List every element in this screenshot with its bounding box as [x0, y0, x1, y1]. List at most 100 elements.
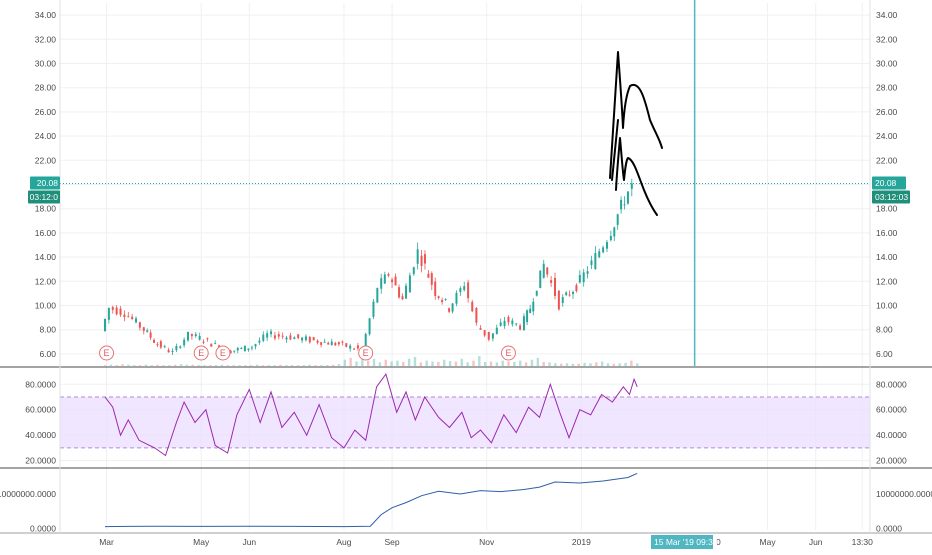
candle-body	[546, 267, 549, 275]
axis-tick-label: 28.00	[35, 83, 57, 93]
candle-body	[557, 290, 560, 310]
volume-bar	[595, 362, 598, 366]
candle-body	[423, 254, 426, 264]
volume-bar	[326, 365, 329, 366]
candle-body	[565, 292, 568, 296]
candle-body	[270, 331, 273, 335]
volume-bar	[565, 363, 569, 366]
candle-body	[349, 345, 352, 349]
volume-bar	[144, 364, 148, 366]
price-tag-left-bg	[30, 176, 60, 190]
axis-tick-label: 6.00	[39, 349, 56, 359]
volume-bar	[156, 364, 159, 366]
volume-bar	[378, 362, 382, 366]
volume-bar	[571, 363, 575, 366]
hand-drawing[interactable]	[609, 51, 663, 216]
candle-body	[383, 274, 386, 284]
volume-bar	[530, 359, 534, 366]
axis-tick-label: 8.00	[876, 325, 893, 335]
volume-bar	[501, 360, 504, 366]
volume-bar	[209, 365, 212, 366]
volume-bar	[308, 364, 311, 366]
volume-bar	[542, 361, 545, 366]
earnings-marker-circle	[215, 345, 231, 361]
volume-bar	[495, 362, 499, 366]
candle-body	[250, 347, 253, 349]
earnings-marker-circle	[99, 345, 115, 361]
candle-body	[131, 316, 134, 319]
candle-body	[308, 337, 311, 343]
volume-bar	[331, 364, 335, 366]
candle-body	[568, 294, 571, 296]
earnings-marker[interactable]: E	[193, 345, 209, 361]
axis-tick-label: 0.0000	[30, 523, 56, 533]
candle-body	[262, 334, 265, 341]
candle-body	[572, 291, 574, 295]
candle-body	[511, 320, 514, 325]
volume-bar	[244, 365, 247, 366]
volume-bar	[448, 361, 452, 366]
candle-body	[247, 348, 250, 350]
earnings-marker[interactable]: E	[358, 345, 374, 361]
axis-tick-label: 34.00	[876, 10, 898, 20]
candle-body	[503, 320, 506, 326]
candle-body	[149, 332, 152, 338]
candle-body	[405, 285, 408, 299]
earnings-marker-label: E	[505, 348, 511, 358]
candle-body	[575, 285, 578, 292]
volume-bar	[489, 361, 493, 366]
candle-body	[463, 286, 466, 291]
candle-body	[602, 247, 605, 253]
axis-tick-label: 12.00	[35, 276, 57, 286]
volume-bar	[302, 365, 306, 366]
earnings-marker[interactable]: E	[215, 345, 231, 361]
axis-tick-label: 14.00	[35, 252, 57, 262]
earnings-marker-label: E	[198, 348, 204, 358]
countdown-tag-right: 03:12:03	[875, 192, 908, 202]
candle-body	[487, 331, 490, 340]
cursor-date-label-bg	[651, 535, 713, 549]
axis-tick-label: 28.00	[876, 83, 898, 93]
volume-bars	[103, 356, 639, 366]
candle-body	[316, 340, 319, 343]
volume-bar	[290, 365, 294, 366]
volume-bar	[366, 360, 370, 366]
axis-tick-label: 30.00	[876, 59, 898, 69]
candle-body	[394, 276, 397, 286]
candle-body	[202, 341, 205, 343]
grid-lines	[60, 3, 870, 530]
candle-body	[451, 303, 454, 312]
axis-tick-label: 20.0000	[25, 456, 56, 466]
volume-bar	[519, 360, 522, 366]
candle-body	[138, 322, 141, 328]
candle-body	[206, 338, 209, 340]
candle-body	[495, 327, 498, 335]
axis-tick-label: 12.00	[876, 276, 898, 286]
candle-body	[254, 344, 257, 347]
axis-tick-label: 24.00	[876, 131, 898, 141]
countdown-tag-left: 03:12:0	[30, 192, 59, 202]
earnings-marker[interactable]: E	[500, 345, 516, 361]
volume-bar	[355, 361, 358, 366]
candle-body	[515, 323, 518, 325]
volume-bar	[431, 361, 434, 366]
volume-bar	[407, 358, 411, 366]
candle-body	[479, 328, 482, 330]
earnings-marker[interactable]: E	[99, 345, 115, 361]
axis-tick-label: 10000000.0000	[876, 489, 932, 499]
candle-body	[430, 273, 433, 285]
candle-body	[243, 345, 246, 352]
candle-body	[471, 301, 474, 312]
candle-body	[334, 342, 337, 346]
candle-body	[398, 287, 401, 298]
candle-body	[483, 330, 486, 336]
axis-tick-label: 60.0000	[876, 405, 907, 415]
candle-body	[337, 342, 340, 345]
volume-bar	[425, 360, 428, 366]
volume-bar	[127, 364, 130, 366]
axis-tick-label: 18.00	[876, 204, 898, 214]
earnings-marker-circle	[193, 345, 209, 361]
